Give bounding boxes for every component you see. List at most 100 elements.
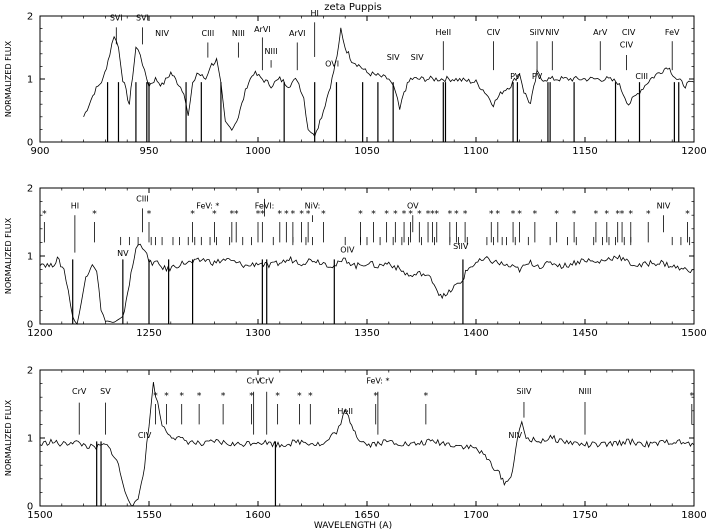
x-tick-label: 1550 xyxy=(136,510,161,521)
line-annotation: HI xyxy=(71,201,79,210)
panel-1: 900 950 1000 1050 1100 1150 1200 0 1 2 NORMALIZED … xyxy=(4,9,706,157)
line-annotation: CIV xyxy=(138,431,152,440)
star-marker: * xyxy=(417,210,422,220)
x-tick-label: 1450 xyxy=(572,328,597,339)
chart-title: zeta Puppis xyxy=(324,2,382,13)
star-marker: * xyxy=(308,392,313,402)
x-tick-label: 950 xyxy=(139,146,158,157)
star-marker: * xyxy=(629,210,634,220)
star-marker: * xyxy=(164,392,169,402)
star-marker: * xyxy=(424,392,429,402)
star-marker: * xyxy=(212,210,217,220)
plot-frame xyxy=(39,187,695,325)
x-tick-label: 1700 xyxy=(463,510,488,521)
star-marker: * xyxy=(306,210,311,220)
x-tick-label: 900 xyxy=(30,146,49,157)
star-marker: * xyxy=(179,392,184,402)
line-annotation: HeII xyxy=(337,407,353,416)
line-annotation: ArVI xyxy=(289,29,306,38)
line-annotation: SVI xyxy=(110,13,123,22)
line-annotation: CIV xyxy=(620,41,634,50)
line-annotation: NIV xyxy=(545,28,559,37)
spectrum-line xyxy=(39,243,695,325)
line-annotation: NIII xyxy=(265,47,278,56)
x-tick-label: 1050 xyxy=(354,146,379,157)
line-annotation: NIII xyxy=(578,387,591,396)
line-annotation: CrV xyxy=(260,377,275,386)
line-annotation: CIII xyxy=(635,72,648,81)
star-marker: * xyxy=(275,392,280,402)
star-marker: * xyxy=(299,210,304,220)
y-tick-label: 1 xyxy=(27,434,33,445)
star-marker: * xyxy=(371,210,376,220)
star-marker: * xyxy=(402,210,407,220)
line-annotation: NIV xyxy=(155,29,169,38)
x-tick-label: 1800 xyxy=(681,510,706,521)
star-marker: * xyxy=(594,210,599,220)
panel-2: 1200 1250 1300 1350 1400 1450 1500 0 1 2 NORMALIZE… xyxy=(4,184,706,340)
star-marker: * xyxy=(230,210,235,220)
star-marker: * xyxy=(646,210,651,220)
line-annotation: CrV xyxy=(72,387,87,396)
line-annotation: SiIV xyxy=(516,387,532,396)
star-marker: * xyxy=(373,392,378,402)
panels: 900 950 1000 1050 1100 1150 1200012NORMALIZED … xyxy=(4,9,706,521)
x-tick-label: 1500 xyxy=(27,510,52,521)
line-annotation: CrV xyxy=(246,377,261,386)
line-annotation: ArV xyxy=(593,28,608,37)
line-annotation: OV xyxy=(407,201,419,210)
line-annotation: CIII xyxy=(136,195,149,204)
star-marker: * xyxy=(620,210,625,220)
line-annotation: NIV xyxy=(508,431,522,440)
x-tick-label: 1000 xyxy=(245,146,270,157)
x-tick-label: 1250 xyxy=(136,328,161,339)
line-annotation: CIII xyxy=(202,29,215,38)
star-marker: * xyxy=(321,210,326,220)
x-tick-label: 1600 xyxy=(245,510,270,521)
star-marker: * xyxy=(463,210,468,220)
star-marker: * xyxy=(221,392,226,402)
star-marker: * xyxy=(42,210,47,220)
star-marker: * xyxy=(291,210,296,220)
star-marker: * xyxy=(92,210,97,220)
x-tick-label: 1400 xyxy=(463,328,488,339)
y-tick-label: 2 xyxy=(27,366,33,377)
star-marker: * xyxy=(426,210,431,220)
star-marker: * xyxy=(384,210,389,220)
x-tick-label: 1650 xyxy=(354,510,379,521)
star-marker: * xyxy=(256,210,261,220)
star-marker: * xyxy=(147,210,152,220)
line-annotation: PV xyxy=(532,72,543,81)
spectrum-line xyxy=(83,27,695,138)
line-annotation: FeV: * xyxy=(366,377,389,386)
y-tick-label: 0 xyxy=(27,320,33,331)
star-marker: * xyxy=(572,210,577,220)
line-annotation: SiIV xyxy=(529,28,545,37)
y-tick-label: 2 xyxy=(27,184,33,195)
star-marker: * xyxy=(430,210,435,220)
line-annotation: CIV xyxy=(622,28,636,37)
star-marker: * xyxy=(190,210,195,220)
line-annotation: HeII xyxy=(435,28,451,37)
x-tick-label: 1500 xyxy=(681,328,706,339)
y-tick-label: 1 xyxy=(27,252,33,263)
star-marker: * xyxy=(284,210,289,220)
star-marker: * xyxy=(605,210,610,220)
star-marker: * xyxy=(234,210,239,220)
star-marker: * xyxy=(511,210,516,220)
line-annotation: PV xyxy=(510,72,521,81)
y-tick-label: 0 xyxy=(27,138,33,149)
star-marker: * xyxy=(448,210,453,220)
line-annotation: NIII xyxy=(232,29,245,38)
star-marker: * xyxy=(489,210,494,220)
x-tick-label: 1350 xyxy=(354,328,379,339)
line-annotation: HI xyxy=(310,9,318,18)
star-marker: * xyxy=(454,210,459,220)
star-marker: * xyxy=(249,392,254,402)
panel-3: 1500 1550 1600 1650 1700 1750 1800 0 1 2 NORMALIZE… xyxy=(4,366,706,522)
x-tick-label: 1750 xyxy=(572,510,597,521)
line-annotation: ArVI xyxy=(254,25,271,34)
line-annotation: FeV xyxy=(665,28,680,37)
star-marker: * xyxy=(358,210,363,220)
